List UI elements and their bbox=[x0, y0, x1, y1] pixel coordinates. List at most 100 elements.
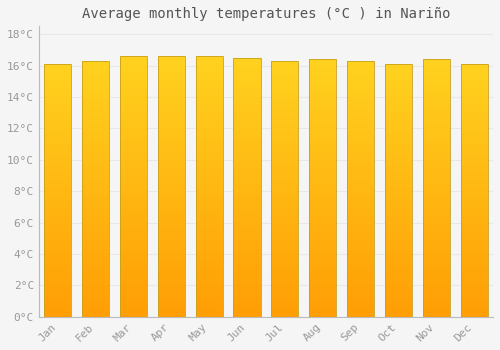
Bar bbox=[120, 225, 147, 229]
Bar bbox=[422, 127, 450, 130]
Bar bbox=[385, 73, 412, 77]
Bar bbox=[196, 284, 223, 287]
Bar bbox=[120, 190, 147, 193]
Bar bbox=[309, 101, 336, 104]
Bar bbox=[82, 128, 109, 131]
Bar bbox=[44, 92, 72, 96]
Bar bbox=[385, 194, 412, 197]
Bar bbox=[347, 214, 374, 218]
Bar bbox=[82, 169, 109, 173]
Bar bbox=[385, 83, 412, 86]
Bar bbox=[460, 162, 488, 165]
Bar bbox=[82, 102, 109, 106]
Bar bbox=[120, 222, 147, 225]
Bar bbox=[309, 246, 336, 249]
Bar bbox=[422, 298, 450, 301]
Bar bbox=[460, 222, 488, 225]
Bar bbox=[347, 233, 374, 237]
Bar bbox=[309, 130, 336, 133]
Bar bbox=[460, 143, 488, 146]
Bar bbox=[309, 236, 336, 239]
Bar bbox=[196, 167, 223, 170]
Bar bbox=[196, 56, 223, 60]
Bar bbox=[82, 115, 109, 118]
Bar bbox=[82, 176, 109, 179]
Bar bbox=[271, 134, 298, 138]
Bar bbox=[234, 61, 260, 64]
Bar bbox=[347, 281, 374, 285]
Bar bbox=[271, 246, 298, 250]
Bar bbox=[234, 229, 260, 233]
Bar bbox=[347, 176, 374, 179]
Bar bbox=[422, 178, 450, 182]
Bar bbox=[347, 192, 374, 195]
Bar bbox=[234, 206, 260, 210]
Bar bbox=[347, 298, 374, 301]
Bar bbox=[460, 209, 488, 212]
Bar bbox=[234, 213, 260, 216]
Bar bbox=[196, 303, 223, 307]
Bar bbox=[385, 275, 412, 279]
Bar bbox=[422, 259, 450, 262]
Bar bbox=[385, 127, 412, 130]
Bar bbox=[309, 204, 336, 207]
Bar bbox=[44, 250, 72, 254]
Bar bbox=[309, 114, 336, 117]
Bar bbox=[158, 150, 185, 154]
Bar bbox=[347, 291, 374, 294]
Bar bbox=[385, 304, 412, 307]
Bar bbox=[120, 232, 147, 235]
Bar bbox=[234, 142, 260, 145]
Bar bbox=[158, 144, 185, 147]
Bar bbox=[422, 65, 450, 69]
Bar bbox=[422, 256, 450, 259]
Bar bbox=[385, 136, 412, 140]
Bar bbox=[196, 144, 223, 147]
Bar bbox=[82, 233, 109, 237]
Bar bbox=[82, 310, 109, 314]
Bar bbox=[460, 301, 488, 304]
Bar bbox=[44, 197, 72, 200]
Bar bbox=[347, 141, 374, 144]
Bar bbox=[120, 63, 147, 66]
Bar bbox=[158, 141, 185, 144]
Bar bbox=[158, 313, 185, 317]
Bar bbox=[82, 108, 109, 112]
Bar bbox=[460, 275, 488, 279]
Bar bbox=[120, 170, 147, 174]
Bar bbox=[234, 252, 260, 255]
Bar bbox=[309, 285, 336, 288]
Bar bbox=[120, 131, 147, 134]
Bar bbox=[347, 198, 374, 202]
Bar bbox=[422, 82, 450, 85]
Bar bbox=[309, 262, 336, 265]
Bar bbox=[82, 269, 109, 272]
Bar bbox=[120, 56, 147, 60]
Bar bbox=[422, 223, 450, 227]
Bar bbox=[196, 258, 223, 261]
Bar bbox=[82, 272, 109, 275]
Bar bbox=[422, 101, 450, 104]
Bar bbox=[82, 198, 109, 202]
Bar bbox=[120, 203, 147, 206]
Bar bbox=[44, 89, 72, 92]
Bar bbox=[460, 203, 488, 206]
Bar bbox=[234, 152, 260, 155]
Bar bbox=[309, 291, 336, 294]
Bar bbox=[196, 219, 223, 222]
Bar bbox=[82, 314, 109, 317]
Bar bbox=[120, 278, 147, 281]
Bar bbox=[234, 57, 260, 61]
Bar bbox=[347, 307, 374, 310]
Bar bbox=[460, 102, 488, 105]
Bar bbox=[196, 225, 223, 229]
Bar bbox=[234, 287, 260, 291]
Bar bbox=[158, 235, 185, 239]
Bar bbox=[385, 288, 412, 292]
Bar bbox=[120, 118, 147, 121]
Bar bbox=[460, 146, 488, 149]
Bar bbox=[422, 133, 450, 136]
Bar bbox=[422, 188, 450, 191]
Bar bbox=[82, 202, 109, 205]
Bar bbox=[120, 69, 147, 72]
